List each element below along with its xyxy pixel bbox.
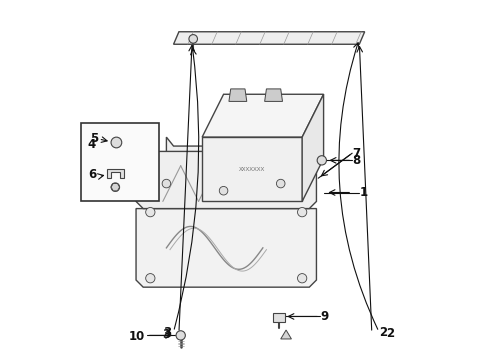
Circle shape	[317, 156, 326, 165]
Polygon shape	[136, 208, 317, 287]
Text: 4: 4	[87, 138, 96, 151]
Text: 9: 9	[320, 310, 328, 323]
Polygon shape	[167, 137, 309, 171]
Circle shape	[297, 274, 307, 283]
Text: 10: 10	[129, 330, 145, 343]
Text: 8: 8	[352, 154, 361, 167]
Text: 5: 5	[90, 132, 98, 145]
Circle shape	[111, 137, 122, 148]
FancyBboxPatch shape	[81, 123, 159, 202]
Text: 6: 6	[88, 168, 96, 181]
Circle shape	[146, 207, 155, 217]
Circle shape	[220, 186, 228, 195]
Polygon shape	[107, 169, 123, 178]
Polygon shape	[302, 94, 323, 202]
Text: 2: 2	[379, 327, 387, 339]
Polygon shape	[111, 184, 120, 191]
FancyBboxPatch shape	[273, 313, 285, 322]
Text: 7: 7	[352, 147, 360, 160]
Polygon shape	[229, 89, 247, 102]
Text: 3: 3	[164, 327, 172, 339]
Circle shape	[189, 35, 197, 43]
Circle shape	[162, 179, 171, 188]
Text: 1: 1	[359, 186, 368, 199]
Text: 2: 2	[386, 327, 394, 340]
Polygon shape	[136, 152, 317, 208]
Text: XXXXXXX: XXXXXXX	[239, 167, 265, 172]
Polygon shape	[173, 32, 365, 44]
Circle shape	[297, 207, 307, 217]
Text: 3: 3	[162, 328, 170, 341]
Polygon shape	[202, 137, 302, 202]
Circle shape	[176, 331, 185, 340]
Polygon shape	[281, 330, 292, 339]
Circle shape	[276, 179, 285, 188]
Circle shape	[111, 183, 120, 192]
Circle shape	[146, 274, 155, 283]
Polygon shape	[202, 94, 323, 137]
Polygon shape	[265, 89, 283, 102]
